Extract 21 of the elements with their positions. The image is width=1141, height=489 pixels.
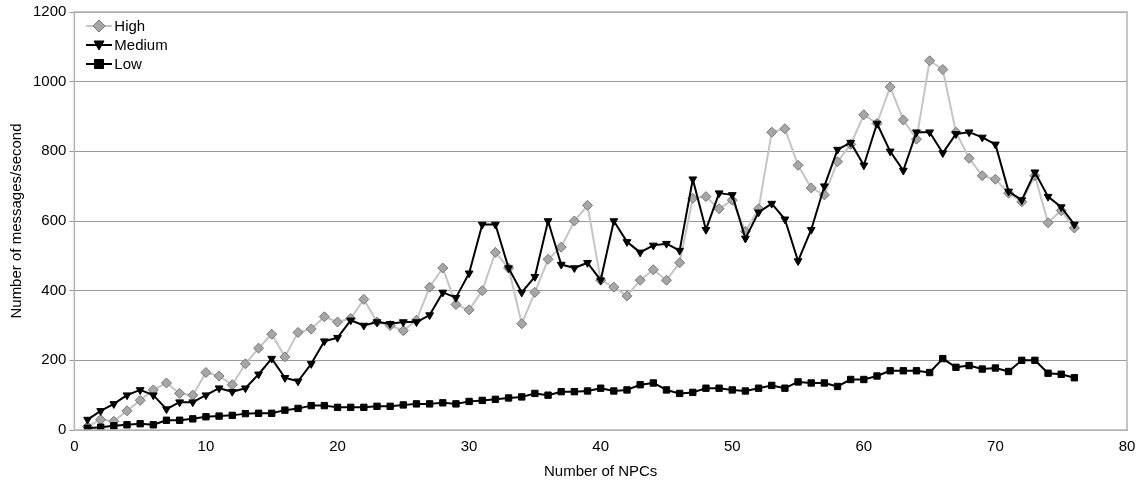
x-tick-label: 10 bbox=[197, 437, 215, 455]
x-axis-title: Number of NPCs bbox=[544, 462, 658, 480]
x-tick-label: 60 bbox=[855, 437, 873, 455]
x-tick-label: 20 bbox=[329, 437, 346, 455]
x-tick-label: 70 bbox=[987, 437, 1004, 455]
x-tick-label: 0 bbox=[70, 437, 79, 455]
x-tick-label: 30 bbox=[460, 437, 478, 455]
y-tick-label: 400 bbox=[41, 280, 67, 298]
y-tick-label: 1200 bbox=[32, 2, 67, 20]
y-tick-label: 200 bbox=[41, 350, 67, 368]
legend-label: Low bbox=[114, 54, 142, 73]
y-tick-label: 1000 bbox=[32, 71, 67, 89]
legend-label: High bbox=[114, 16, 146, 35]
y-axis-title: Number of messages/second bbox=[7, 123, 25, 319]
legend-label: Medium bbox=[114, 35, 168, 54]
x-tick-label: 80 bbox=[1118, 437, 1136, 455]
x-tick-label: 50 bbox=[723, 437, 741, 455]
y-tick-label: 800 bbox=[41, 141, 67, 159]
y-tick-label: 0 bbox=[58, 420, 67, 438]
y-tick-label: 600 bbox=[41, 211, 67, 229]
x-tick-label: 40 bbox=[592, 437, 610, 455]
